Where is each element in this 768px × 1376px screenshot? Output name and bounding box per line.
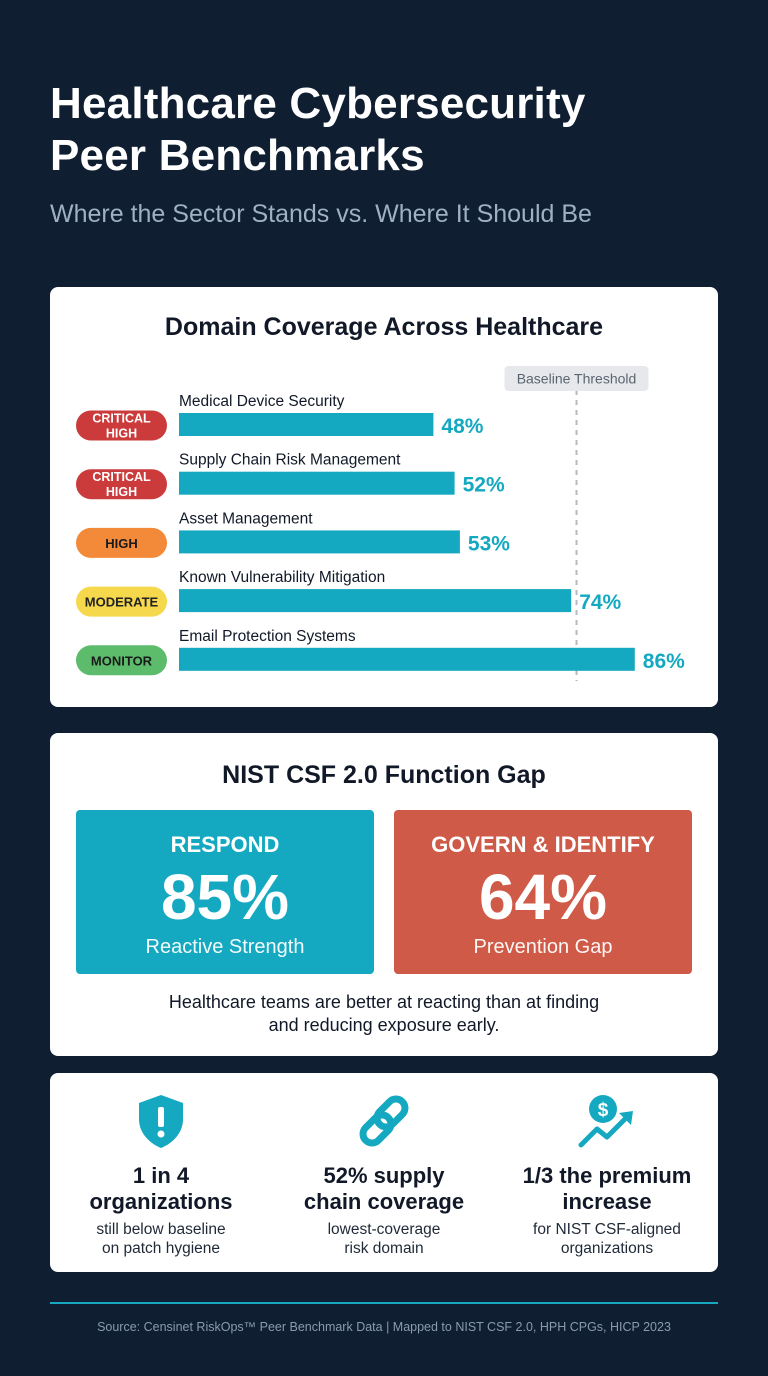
respond-label: RESPOND — [170, 832, 280, 857]
risk-level-badge — [76, 586, 167, 617]
baseline-threshold-label: Baseline Threshold — [517, 371, 637, 387]
risk-level-badge — [76, 645, 167, 676]
stat-sub-line-2: on patch hygiene — [101, 1240, 221, 1257]
bar-value-label: 86% — [643, 650, 685, 673]
bar-value-label: 74% — [579, 591, 621, 614]
nist-note-line-1: Healthcare teams are better at reacting … — [168, 992, 600, 1012]
stat-head: 52% supply chain coverage — [273, 1163, 495, 1215]
stat-head: 1/3 the premium increase — [496, 1163, 718, 1215]
bar — [179, 471, 455, 495]
stat-sub-line-2: organizations — [560, 1240, 654, 1257]
stat-sub: for NIST CSF-aligned organizations — [496, 1220, 718, 1258]
bar-value-label: 48% — [441, 415, 483, 438]
baseline-threshold-badge — [504, 366, 649, 391]
stat-head-line-1: 1/3 the premium — [522, 1163, 692, 1188]
key-stats-card: 1 in 4 organizations still below baselin… — [50, 1073, 718, 1272]
risk-level-badge — [76, 527, 167, 558]
bar-value-label: 52% — [463, 474, 505, 497]
svg-text:$: $ — [598, 1100, 609, 1121]
govern-identify-caption: Prevention Gap — [473, 936, 613, 958]
stat-head-line-2: organizations — [89, 1189, 233, 1214]
risk-level-label: HIGH — [106, 485, 137, 499]
respond-caption: Reactive Strength — [145, 936, 305, 958]
page-subtitle: Where the Sector Stands vs. Where It Sho… — [50, 200, 592, 228]
bar-category-label: Medical Device Security — [179, 393, 345, 410]
bar-category-label: Supply Chain Risk Management — [179, 452, 401, 469]
header: Healthcare Cybersecurity Peer Benchmarks… — [50, 78, 730, 230]
stat-sub-line-2: risk domain — [344, 1240, 424, 1257]
domain-coverage-title: Domain Coverage Across Healthcare — [164, 313, 604, 341]
risk-level-label: CRITICAL — [92, 412, 151, 426]
risk-level-label: HIGH — [105, 536, 138, 551]
bar — [179, 589, 572, 613]
chain-link-icon — [359, 1095, 409, 1147]
stat-head-line-1: 1 in 4 — [132, 1163, 190, 1188]
dollar-trend-icon: $ — [578, 1095, 633, 1148]
stat-head: 1 in 4 organizations — [50, 1163, 272, 1215]
risk-level-badge — [76, 469, 167, 500]
stat-head-line-2: increase — [562, 1189, 652, 1214]
respond-value: 85% — [160, 861, 290, 933]
footer-divider — [50, 1302, 718, 1304]
bar-category-label: Known Vulnerability Mitigation — [179, 569, 385, 586]
nist-note: Healthcare teams are better at reacting … — [90, 991, 678, 1037]
risk-level-badge — [76, 410, 167, 441]
stat-sub-line-1: still below baseline — [96, 1221, 226, 1238]
source-footer: Source: Censinet RiskOps™ Peer Benchmark… — [97, 1320, 671, 1334]
nist-gap-title: NIST CSF 2.0 Function Gap — [222, 761, 546, 789]
stat-sub: lowest-coverage risk domain — [273, 1220, 495, 1258]
nist-note-line-2: and reducing exposure early. — [268, 1015, 500, 1035]
govern-identify-value: 64% — [478, 861, 608, 933]
bar-value-label: 53% — [468, 532, 510, 555]
stat-head-line-2: chain coverage — [303, 1189, 465, 1214]
risk-level-label: CRITICAL — [92, 470, 151, 484]
bar-category-label: Asset Management — [179, 510, 313, 527]
govern-identify-label: GOVERN & IDENTIFY — [431, 832, 655, 857]
title-line-1: Healthcare Cybersecurity — [50, 79, 586, 128]
bar — [179, 530, 460, 554]
title-line-2: Peer Benchmarks — [50, 131, 425, 180]
bar — [179, 647, 635, 671]
bar — [179, 413, 434, 436]
risk-level-label: HIGH — [106, 427, 137, 441]
risk-level-label: MODERATE — [85, 595, 159, 610]
stat-sub-line-1: lowest-coverage — [327, 1221, 441, 1238]
govern-identify-box: GOVERN & IDENTIFY 64% Prevention Gap — [394, 810, 692, 974]
shield-alert-icon — [139, 1095, 183, 1148]
stat-head-line-1: 52% supply — [323, 1163, 445, 1188]
nist-gap-card: NIST CSF 2.0 Function Gap RESPOND 85% Re… — [50, 733, 718, 1056]
stat-sub-line-1: for NIST CSF-aligned — [533, 1221, 681, 1238]
respond-box: RESPOND 85% Reactive Strength — [76, 810, 374, 974]
bar-category-label: Email Protection Systems — [179, 628, 356, 645]
domain-coverage-card: Domain Coverage Across Healthcare Baseli… — [50, 287, 718, 707]
stat-sub: still below baseline on patch hygiene — [50, 1220, 272, 1258]
risk-level-label: MONITOR — [91, 653, 153, 668]
page-title: Healthcare Cybersecurity Peer Benchmarks — [50, 78, 730, 182]
domain-coverage-chart: Baseline Threshold Medical Device Securit… — [76, 366, 685, 681]
